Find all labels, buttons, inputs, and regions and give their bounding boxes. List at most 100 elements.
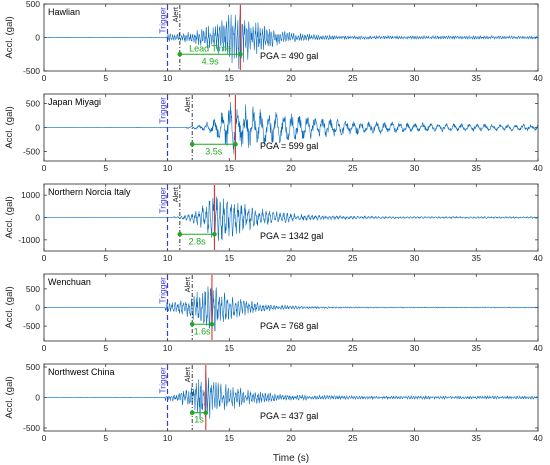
y-axis-label: Accl. (gal): [4, 286, 15, 328]
x-tick-label: 40: [533, 253, 543, 263]
x-tick-label: 25: [348, 433, 358, 443]
lead-time-end-marker: [238, 51, 243, 57]
y-tick-label: -500: [23, 146, 40, 156]
x-tick-label: 15: [225, 163, 235, 173]
lead-time-value: 1.6s: [194, 326, 212, 336]
lead-time-start-marker: [177, 51, 183, 57]
x-tick-label: 0: [42, 343, 47, 353]
panel-title: Northern Norcia Italy: [48, 187, 131, 197]
x-tick-label: 35: [472, 433, 482, 443]
x-tick-label: 35: [472, 343, 482, 353]
alert-label: Alert: [171, 6, 180, 22]
lead-time-end-marker: [233, 141, 238, 147]
alert-label: Alert: [183, 366, 192, 382]
y-axis-label: Accl. (gal): [4, 16, 15, 58]
lead-time-start-marker: [189, 410, 195, 416]
lead-time-value: 4.9s: [202, 56, 220, 66]
lead-time-value: 1s: [194, 415, 204, 425]
trigger-label: Trigger: [158, 7, 168, 34]
lead-time-start-marker: [177, 231, 183, 237]
panel-4: 0 5 10 15 20 25 30 35 40 500 0 -500 Accl. (gal) Trigg…: [4, 273, 543, 353]
trigger-label: Trigger: [158, 277, 168, 304]
y-tick-label: 1000: [21, 190, 40, 200]
y-tick-label: -500: [23, 66, 40, 76]
y-tick-label: 0: [35, 123, 40, 133]
x-tick-label: 5: [103, 73, 108, 83]
x-tick-label: 20: [286, 433, 296, 443]
x-tick-label: 0: [42, 163, 47, 173]
y-tick-label: 500: [26, 284, 40, 294]
x-tick-label: 40: [533, 73, 543, 83]
x-tick-label: 5: [103, 433, 108, 443]
y-axis-label: Accl. (gal): [4, 196, 15, 238]
x-tick-label: 10: [163, 433, 173, 443]
alert-label: Alert: [171, 186, 180, 202]
x-tick-label: 40: [533, 163, 543, 173]
y-tick-label: 500: [26, 362, 40, 372]
x-tick-label: 15: [225, 253, 235, 263]
x-tick-label: 20: [286, 253, 296, 263]
lead-time-value: 3.5s: [205, 146, 223, 156]
x-tick-label: 35: [472, 253, 482, 263]
x-tick-label: 20: [286, 73, 296, 83]
lead-time-end-marker: [212, 231, 217, 237]
alert-label: Alert: [183, 96, 192, 112]
y-tick-label: 0: [35, 33, 40, 43]
x-tick-label: 30: [410, 253, 420, 263]
panel-title: Japan Miyagi: [48, 97, 101, 107]
pga-label: PGA = 437 gal: [260, 411, 318, 421]
x-tick-label: 25: [348, 253, 358, 263]
x-tick-label: 30: [410, 163, 420, 173]
y-axis-label: Accl. (gal): [4, 106, 15, 148]
y-tick-label: 500: [26, 99, 40, 109]
y-tick-label: 0: [35, 213, 40, 223]
y-tick-label: 0: [35, 393, 40, 403]
x-tick-label: 30: [410, 343, 420, 353]
x-tick-label: 5: [103, 253, 108, 263]
x-tick-label: 0: [42, 73, 47, 83]
lead-time-value: 2.8s: [189, 236, 207, 246]
x-tick-label: 5: [103, 163, 108, 173]
pga-label: PGA = 1342 gal: [260, 231, 323, 241]
y-tick-label: -500: [23, 321, 40, 331]
pga-label: PGA = 599 gal: [260, 141, 318, 151]
x-tick-label: 10: [163, 73, 173, 83]
lead-time-start-marker: [189, 141, 195, 147]
y-tick-label: 0: [35, 303, 40, 313]
x-tick-label: 10: [163, 343, 173, 353]
waveform-line: [43, 370, 539, 419]
x-tick-label: 10: [163, 253, 173, 263]
trigger-label: Trigger: [158, 97, 168, 124]
alert-label: Alert: [183, 276, 192, 292]
x-tick-label: 35: [472, 73, 482, 83]
lead-time-start-marker: [189, 321, 195, 327]
x-tick-label: 25: [348, 73, 358, 83]
waveform-line: [43, 187, 539, 241]
lead-time-title: Lead Time: [189, 43, 231, 53]
lead-time-end-marker: [209, 321, 215, 327]
x-tick-label: 5: [103, 343, 108, 353]
lead-time-end-marker: [203, 410, 209, 416]
x-tick-label: 10: [163, 163, 173, 173]
y-axis-label: Accl. (gal): [4, 376, 15, 418]
x-tick-label: 25: [348, 163, 358, 173]
x-tick-label: 40: [533, 343, 543, 353]
x-tick-label: 20: [286, 343, 296, 353]
panel-title: Hawlian: [48, 7, 80, 17]
x-tick-label: 0: [42, 253, 47, 263]
x-tick-label: 15: [225, 433, 235, 443]
y-tick-label: -1000: [18, 235, 40, 245]
x-tick-label: 30: [410, 433, 420, 443]
x-tick-label: 0: [42, 433, 47, 443]
x-tick-label: 30: [410, 73, 420, 83]
trigger-label: Trigger: [158, 367, 168, 394]
waveform-line: [43, 4, 539, 69]
y-tick-label: -500: [23, 423, 40, 433]
x-tick-label: 40: [533, 433, 543, 443]
pga-label: PGA = 768 gal: [260, 321, 318, 331]
x-tick-label: 25: [348, 343, 358, 353]
